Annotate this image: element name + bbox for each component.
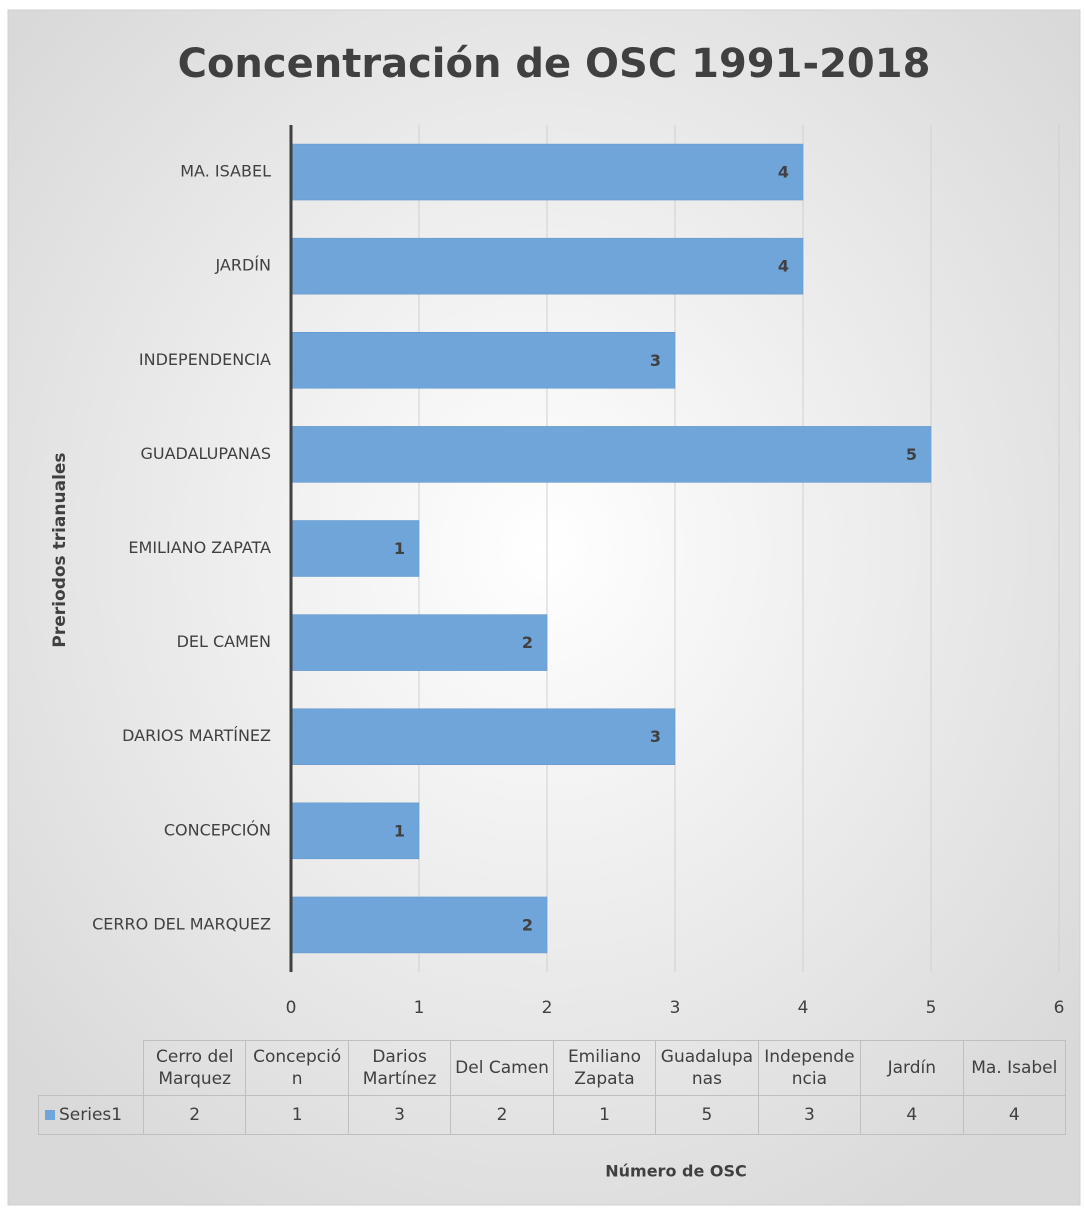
table-header-cell: Emiliano Zapata (552, 1040, 657, 1096)
x-tick-label: 6 (1054, 998, 1065, 1018)
table-value-cell: 1 (552, 1095, 657, 1135)
y-tick-label: CERRO DEL MARQUEZ (92, 914, 271, 933)
bar (290, 896, 548, 954)
bar (290, 332, 676, 389)
table-value-cell: 3 (347, 1095, 452, 1135)
table-value-cell: 1 (245, 1095, 349, 1135)
x-tick-label: 0 (286, 998, 297, 1018)
data-label: 2 (522, 633, 533, 652)
bar (290, 708, 676, 765)
x-tick-label: 3 (670, 998, 681, 1018)
table-header-cell: Cerro del Marquez (143, 1040, 247, 1096)
y-tick-label: GUADALUPANAS (140, 444, 271, 463)
bar (290, 237, 804, 295)
table-value-cell: 2 (143, 1095, 247, 1135)
y-axis-title: Preriodos trianuales (50, 452, 70, 647)
data-label: 4 (778, 257, 789, 276)
data-label: 4 (778, 163, 789, 182)
bar (290, 520, 420, 577)
data-label: 2 (522, 915, 533, 934)
y-tick-label: EMILIANO ZAPATA (128, 538, 271, 557)
x-tick-label: 1 (414, 998, 425, 1018)
table-value-cell: 2 (450, 1095, 554, 1135)
table-header-cell: Darios Martínez (347, 1040, 452, 1096)
table-header-cell: Jardín (860, 1040, 964, 1096)
table-header-cell: Guadalupanas (655, 1040, 759, 1096)
y-tick-label: INDEPENDENCIA (139, 350, 271, 369)
y-tick-label: DEL CAMEN (177, 632, 271, 651)
data-label: 3 (650, 351, 661, 370)
bar (290, 614, 548, 671)
data-label: 3 (650, 727, 661, 746)
y-tick-label: CONCEPCIÓN (164, 820, 271, 839)
y-tick-label: DARIOS MARTÍNEZ (122, 726, 271, 745)
data-label: 1 (394, 539, 405, 558)
x-tick-label: 5 (926, 998, 937, 1018)
table-header-cell: Del Camen (450, 1040, 554, 1096)
table-header-cell: Independencia (757, 1040, 862, 1096)
x-tick-label: 4 (798, 998, 809, 1018)
table-value-cell: 4 (962, 1095, 1066, 1135)
legend-swatch (45, 1110, 55, 1120)
table-header-cell: Ma. Isabel (962, 1040, 1066, 1096)
table-value-cell: 4 (860, 1095, 964, 1135)
x-axis-title: Número de OSC (605, 1162, 747, 1181)
table-value-cell: 3 (757, 1095, 862, 1135)
bar (290, 143, 804, 201)
y-tick-label: JARDÍN (214, 256, 271, 275)
table-legend-cell: Series1 (38, 1095, 144, 1135)
x-tick-label: 2 (542, 998, 553, 1018)
legend-label: Series1 (59, 1104, 123, 1125)
data-label: 5 (906, 445, 917, 464)
table-value-cell: 5 (655, 1095, 759, 1135)
y-tick-label: MA. ISABEL (180, 162, 271, 181)
bar (290, 426, 932, 483)
chart-title: Concentración de OSC 1991-2018 (178, 41, 931, 87)
table-header-cell: Concepción (245, 1040, 349, 1096)
bar (290, 802, 420, 860)
data-label: 1 (394, 821, 405, 840)
chart-background (7, 9, 1081, 1206)
